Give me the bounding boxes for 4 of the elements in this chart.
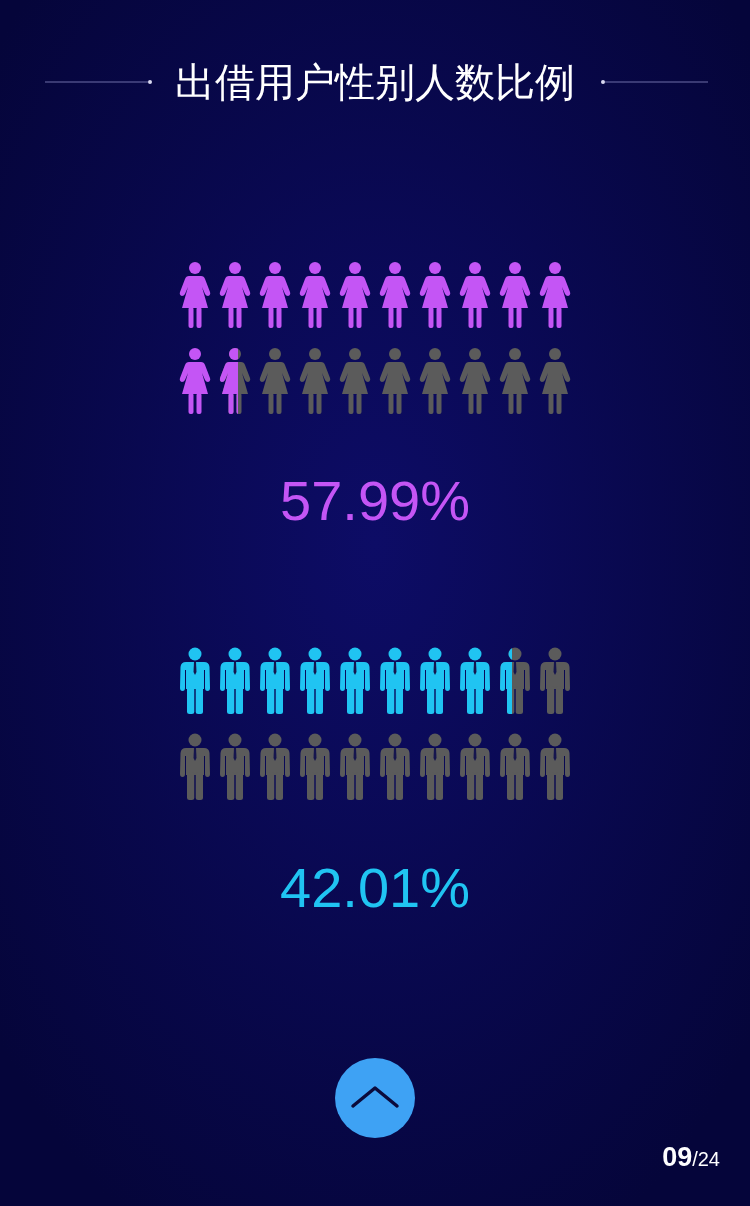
- text: 出借用户性别人数比例: [175, 60, 575, 104]
- data-label: 42.01%: [280, 856, 470, 919]
- text: 09/24: [662, 1142, 720, 1172]
- data-label: 57.99%: [280, 469, 470, 532]
